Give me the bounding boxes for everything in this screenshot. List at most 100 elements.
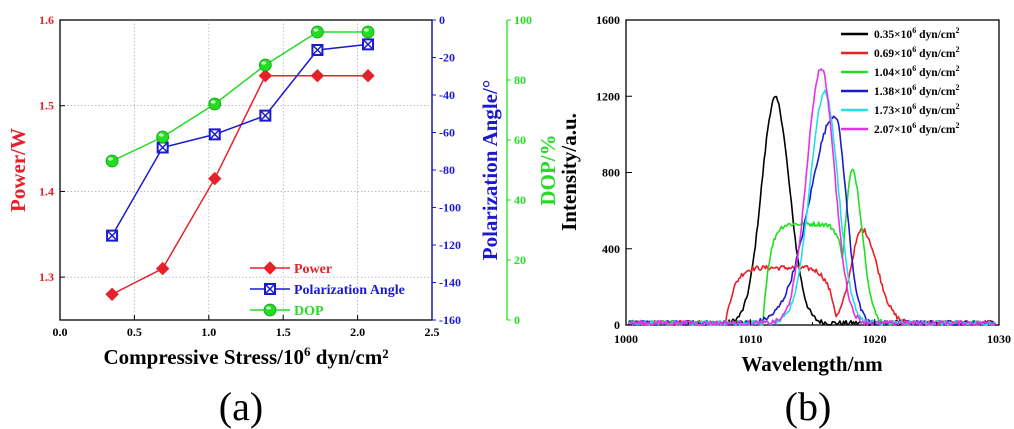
polarization-tick-label: 0 <box>439 13 445 27</box>
y-tick-label: 800 <box>602 166 620 180</box>
power-point <box>155 261 170 276</box>
x-tick-label: 1020 <box>863 332 887 346</box>
legend-label-unit: dyn/cm <box>916 67 956 79</box>
marker-highlight <box>261 61 267 65</box>
x-tick-label: 2.0 <box>350 325 365 339</box>
polarization-angle-point <box>208 128 221 141</box>
panel-b-y-axis-label: Intensity/a.u. <box>557 113 581 231</box>
legend-label-6: 2.07×106 dyn/cm2 <box>874 121 959 136</box>
power-tick-label: 1.3 <box>39 270 54 284</box>
legend-label-main: 1.04×10 <box>874 67 912 79</box>
marker-cross <box>210 129 220 139</box>
marker-highlight <box>313 28 319 32</box>
dop-point <box>105 154 119 168</box>
legend-label-exp: 6 <box>912 121 916 130</box>
legend-label-exp: 6 <box>912 83 916 92</box>
marker-cross <box>265 284 275 294</box>
marker-highlight <box>364 28 370 32</box>
x-tick-label: 2.5 <box>425 325 440 339</box>
marker-highlight <box>158 133 164 137</box>
power-point <box>361 69 375 83</box>
legend-label-main: 1.73×10 <box>874 105 912 117</box>
legend-label-unit: dyn/cm <box>916 48 956 60</box>
x-tick-label: 1.5 <box>276 325 291 339</box>
legend-label-5: 1.73×106 dyn/cm2 <box>874 102 959 117</box>
power-tick-label: 1.4 <box>39 184 54 198</box>
legend-marker-power <box>263 261 277 275</box>
panel-b-plot-area <box>625 19 1000 326</box>
power-line <box>111 74 369 295</box>
legend-label-unit-exp: 2 <box>955 83 959 92</box>
polarization-angle-point <box>259 109 272 122</box>
x-tick-label: 1010 <box>738 332 762 346</box>
legend-label-exp: 6 <box>912 26 916 35</box>
polarization-angle-point <box>311 44 324 56</box>
polarization-tick-label: -40 <box>439 88 455 102</box>
panel-b-ticks: 1000 1010 1020 1030 0 400 800 1200 1600 <box>596 13 1011 346</box>
legend-marker-dop <box>263 303 277 317</box>
x-tick-label: 1.0 <box>201 325 216 339</box>
marker-highlight <box>266 306 271 310</box>
legend-label-power: Power <box>294 262 332 277</box>
power-tick-label: 1.6 <box>39 13 54 27</box>
panel-b-label: (b) <box>785 384 832 429</box>
dop-tick-label: 0 <box>514 313 520 327</box>
legend-label-unit-exp: 2 <box>955 64 959 73</box>
legend-label-4: 1.38×106 dyn/cm2 <box>874 83 959 98</box>
dop-tick-label: 100 <box>514 13 532 27</box>
legend-label-unit-exp: 2 <box>955 26 959 35</box>
dop-tick-label: 60 <box>514 133 526 147</box>
marker-highlight <box>210 100 216 104</box>
legend-label-main: 0.69×10 <box>874 48 912 60</box>
panel-a-series <box>105 25 375 301</box>
dop-point <box>361 25 375 39</box>
legend-label-exp: 6 <box>912 102 916 111</box>
legend-label-main: 2.07×10 <box>874 124 912 136</box>
polarization-tick-label: -160 <box>439 313 461 327</box>
legend-label-unit-exp: 2 <box>955 121 959 130</box>
panel-a-x-axis-label: Compressive Stress/106 dyn/cm² <box>103 344 388 369</box>
power-point <box>258 69 273 83</box>
power-point <box>105 287 119 301</box>
polarization-angle-point <box>106 229 119 242</box>
legend-label-unit: dyn/cm <box>916 86 956 98</box>
x-tick-label: 0.5 <box>127 325 142 339</box>
polarization-tick-label: -80 <box>439 163 455 177</box>
legend-label-main: 1.38×10 <box>874 86 912 98</box>
x-tick-label: 0.0 <box>53 325 68 339</box>
panel-b-series <box>627 68 996 326</box>
panel-a-label: (a) <box>219 384 263 429</box>
dop-point <box>311 25 324 39</box>
marker-cross <box>107 231 117 241</box>
power-point <box>208 171 222 186</box>
marker-cross <box>363 39 373 49</box>
legend-label-dop: DOP <box>294 304 324 319</box>
dop-axis-label: DOP/% <box>536 134 560 205</box>
power-tick-label: 1.5 <box>39 99 54 113</box>
spectrum-line-6 <box>627 68 996 326</box>
polarization-tick-label: -140 <box>439 276 461 290</box>
legend-label-polarization-angle: Polarization Angle <box>294 283 405 298</box>
panel-a-grid <box>60 20 432 320</box>
polarization-axis-label: Polarization Angle/° <box>478 80 502 260</box>
polarization-angle-line <box>111 43 369 236</box>
polarization-angle-point <box>362 38 375 51</box>
dop-line <box>111 31 369 162</box>
panel-a: 0.0 0.5 1.0 1.5 2.0 2.5 1.3 1.4 1.5 1.6 -160 -140 -1… <box>6 13 560 429</box>
legend-label-3: 1.04×106 dyn/cm2 <box>874 64 959 79</box>
panel-a-legend: Power Polarization Angle DOP <box>250 261 405 319</box>
legend-label-unit: dyn/cm <box>916 29 956 41</box>
x-tick-label: 1030 <box>987 332 1011 346</box>
panel-a-plot-area <box>59 19 433 321</box>
legend-label-2: 0.69×106 dyn/cm2 <box>874 45 959 60</box>
marker-cross <box>312 45 322 55</box>
legend-label-unit: dyn/cm <box>916 124 956 136</box>
panel-b-x-axis-label: Wavelength/nm <box>741 352 883 376</box>
dop-tick-label: 40 <box>514 193 526 207</box>
y-tick-label: 400 <box>602 242 620 256</box>
polarization-tick-label: -120 <box>439 238 461 252</box>
y-tick-label: 0 <box>614 318 620 332</box>
marker-cross <box>260 111 270 121</box>
polarization-tick-label: -100 <box>439 201 461 215</box>
